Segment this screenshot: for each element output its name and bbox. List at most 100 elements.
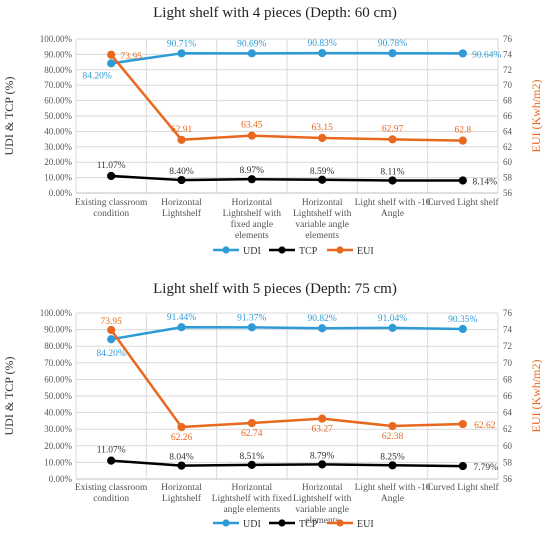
data-point-tcp (107, 171, 116, 181)
y2-tick-label: 70 (503, 358, 513, 368)
series-line-eui (110, 53, 463, 142)
y2-axis-title: EUI (Kwh/m2) (529, 80, 543, 153)
data-point-eui (388, 421, 397, 431)
data-point-tcp (388, 176, 397, 185)
y2-tick-label: 74 (503, 49, 513, 59)
y-tick-label: 100.00% (40, 308, 73, 318)
data-point-udi (107, 59, 116, 68)
y-tick-label: 90.00% (44, 325, 72, 335)
data-label-eui: 73.95 (100, 317, 122, 327)
x-category-line: Light shelf with -10 (355, 197, 431, 208)
x-category-label: Curved Light shelf (427, 482, 500, 493)
y-tick-label: 80.00% (44, 65, 72, 75)
x-category-line: Lightshelf with (223, 208, 282, 219)
data-label-eui: 63.15 (311, 123, 333, 133)
chart-2: Light shelf with 5 pieces (Depth: 75 cm)… (2, 281, 543, 530)
y-tick-label: 20.00% (44, 157, 72, 167)
data-label-eui: 63.27 (311, 425, 333, 435)
y-tick-label: 30.00% (44, 424, 72, 434)
data-point-eui (107, 50, 116, 59)
data-label-eui: 62.38 (382, 432, 404, 442)
legend-swatch-marker (222, 246, 230, 254)
y2-tick-label: 74 (503, 325, 513, 335)
data-label-udi: 91.44% (167, 313, 196, 323)
x-category-line: elements (235, 231, 269, 241)
x-category-line: Light shelf with -10 (355, 482, 431, 493)
data-label-eui: 62.8 (455, 126, 472, 136)
y2-tick-label: 66 (503, 391, 513, 401)
y2-tick-label: 72 (503, 341, 512, 351)
data-label-udi: 90.64% (472, 50, 501, 60)
data-label-eui: 62.74 (241, 429, 263, 439)
y-tick-label: 0.00% (49, 474, 73, 484)
y-tick-label: 70.00% (44, 80, 72, 90)
x-category-line: fixed angle (231, 219, 273, 230)
data-label-tcp: 8.14% (473, 177, 498, 187)
x-category-line: Horizontal (161, 198, 202, 208)
legend-swatch-marker (278, 519, 286, 527)
y2-tick-label: 62 (503, 424, 512, 434)
data-point-eui (247, 131, 256, 140)
data-point-tcp (177, 175, 186, 185)
data-label-tcp: 8.97% (240, 166, 265, 176)
y2-tick-label: 56 (503, 474, 513, 484)
x-category-line: Lightshelf (162, 208, 202, 219)
data-point-eui (177, 422, 186, 432)
data-label-udi: 84.20% (83, 71, 112, 81)
data-point-tcp (388, 461, 397, 470)
data-point-eui (107, 325, 116, 335)
y-tick-label: 60.00% (44, 374, 72, 384)
y-tick-label: 0.00% (49, 188, 73, 198)
x-category-line: angle elements (223, 505, 280, 515)
y-tick-label: 40.00% (44, 126, 72, 136)
data-label-udi: 90.71% (167, 39, 196, 49)
y2-tick-label: 72 (503, 65, 512, 75)
x-category-line: Horizontal (302, 483, 343, 493)
data-point-udi (177, 323, 186, 332)
x-category-line: Existing classroom (75, 198, 148, 208)
data-point-tcp (247, 175, 256, 184)
data-point-tcp (107, 456, 116, 465)
y-tick-label: 40.00% (44, 408, 72, 418)
data-label-tcp: 8.04% (169, 453, 194, 463)
data-label-tcp: 8.11% (380, 168, 404, 178)
x-category-line: Lightshelf (162, 493, 202, 504)
x-category-line: Lightshelf with (293, 208, 352, 219)
data-label-udi: 91.04% (378, 314, 407, 324)
data-label-tcp: 8.51% (240, 452, 265, 462)
x-category-line: Horizontal (232, 483, 273, 493)
legend-label: TCP (299, 519, 318, 530)
data-label-tcp: 8.59% (310, 167, 335, 177)
x-category-label: Horizontal Lightshelf with fixed angle ele… (212, 483, 292, 515)
y2-tick-label: 64 (503, 408, 513, 418)
x-category-line: Lightshelf with (293, 493, 352, 504)
x-category-line: Angle (381, 494, 404, 504)
data-point-eui (318, 133, 327, 143)
data-point-udi (177, 49, 186, 58)
data-point-udi (388, 49, 397, 58)
data-label-udi: 90.35% (448, 315, 477, 325)
data-label-eui: 62.62 (474, 421, 496, 431)
y-tick-label: 70.00% (44, 358, 72, 368)
data-label-tcp: 11.07% (97, 161, 126, 171)
data-point-tcp (177, 461, 186, 470)
x-category-label: Horizontal Lightshelf with variable angle e… (293, 483, 352, 526)
y2-tick-label: 60 (503, 157, 513, 167)
data-label-eui: 62.91 (171, 125, 193, 135)
x-category-line: Existing classroom (75, 483, 148, 493)
data-point-eui (458, 419, 467, 429)
x-category-line: Horizontal (302, 198, 343, 208)
legend-label: EUI (357, 519, 374, 530)
data-label-udi: 90.83% (308, 39, 337, 49)
chart-title: Light shelf with 4 pieces (Depth: 60 cm) (153, 5, 397, 21)
x-category-line: Angle (381, 209, 404, 219)
y2-tick-label: 56 (503, 188, 513, 198)
chart-title: Light shelf with 5 pieces (Depth: 75 cm) (153, 281, 397, 297)
y-tick-label: 80.00% (44, 341, 72, 351)
x-category-line: condition (93, 494, 129, 504)
data-label-udi: 90.82% (308, 314, 337, 324)
legend-label: EUI (357, 246, 374, 257)
data-label-tcp: 8.79% (310, 451, 335, 461)
legend-label: UDI (243, 246, 261, 257)
x-category-label: Horizontal Lightshelf with variable angle e… (293, 198, 352, 241)
